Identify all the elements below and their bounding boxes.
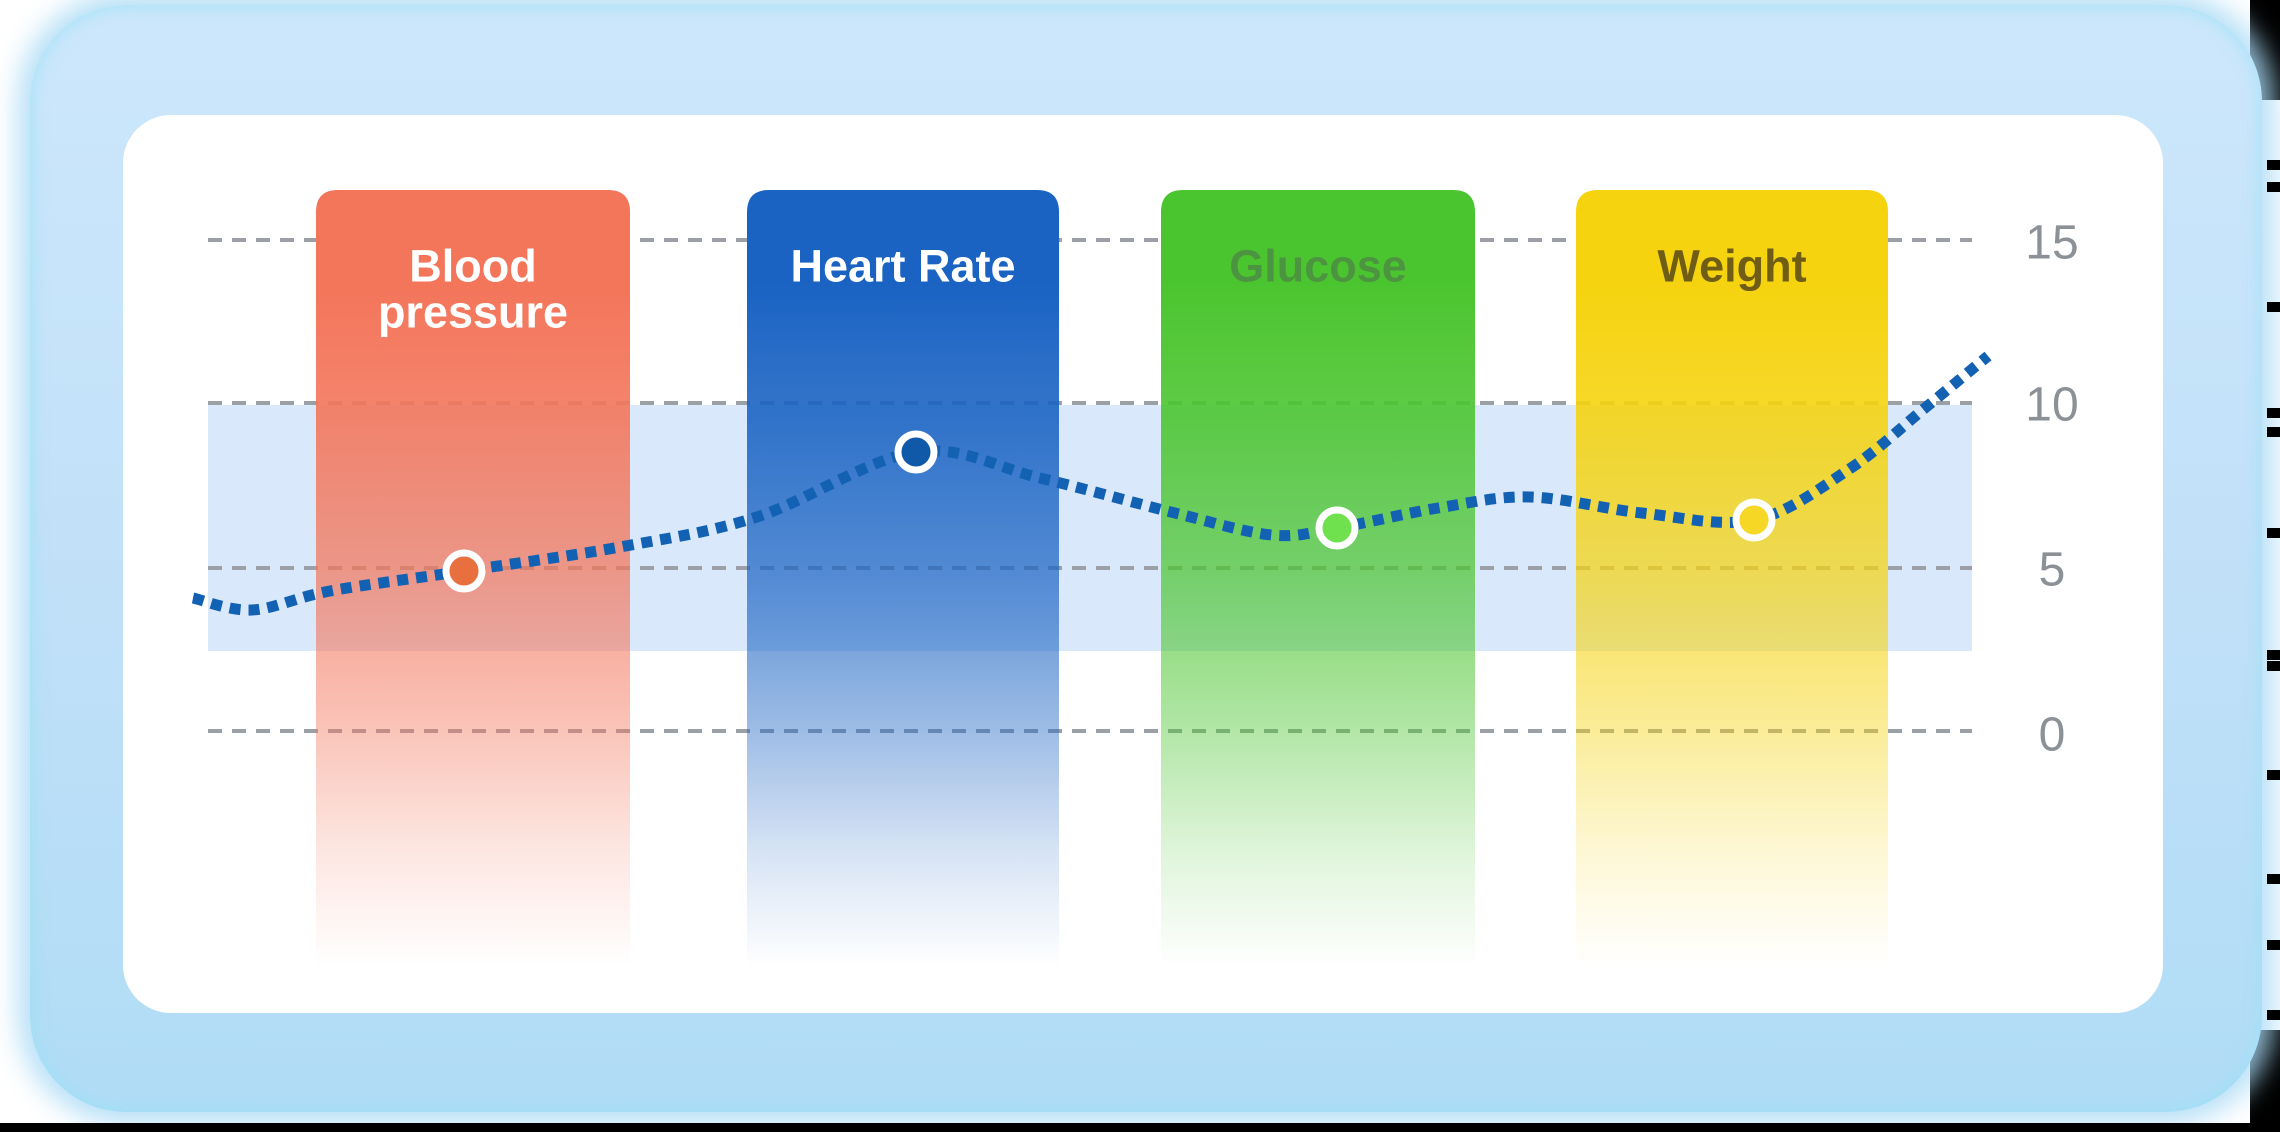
edge-tick-artifact xyxy=(2267,160,2280,170)
edge-tick-artifact xyxy=(2267,874,2280,884)
data-point-heart-rate xyxy=(894,430,938,474)
edge-tick-artifact xyxy=(2267,302,2280,312)
edge-tick-artifact xyxy=(2267,182,2280,192)
edge-tick-artifact xyxy=(2267,427,2280,437)
data-point-blood-pressure xyxy=(442,549,486,593)
edge-tick-artifact xyxy=(2267,661,2280,671)
y-axis-label-5: 5 xyxy=(2039,544,2066,597)
bottom-black-strip-artifact xyxy=(0,1123,2280,1132)
edge-tick-artifact xyxy=(2267,650,2280,660)
data-point-glucose xyxy=(1315,506,1359,550)
edge-tick-artifact xyxy=(2267,408,2280,418)
y-axis-label-15: 15 xyxy=(2025,217,2078,270)
bar-heart-rate xyxy=(747,190,1059,967)
bar-label-heart-rate: Heart Rate xyxy=(790,241,1015,292)
bar-label-blood-pressure: Blood xyxy=(409,241,536,292)
edge-tick-artifact xyxy=(2267,1010,2280,1020)
edge-tick-artifact xyxy=(2267,770,2280,780)
edge-tick-artifact xyxy=(2267,940,2280,950)
y-axis-label-10: 10 xyxy=(2025,379,2078,432)
bar-weight xyxy=(1576,190,1888,967)
bar-label-weight: Weight xyxy=(1657,241,1806,292)
edge-tick-artifact xyxy=(2267,528,2280,538)
y-axis-label-0: 0 xyxy=(2039,709,2066,762)
bar-label-blood-pressure: pressure xyxy=(378,287,568,338)
bar-label-glucose: Glucose xyxy=(1229,241,1407,292)
data-point-weight xyxy=(1732,498,1776,542)
bar-glucose xyxy=(1161,190,1475,967)
